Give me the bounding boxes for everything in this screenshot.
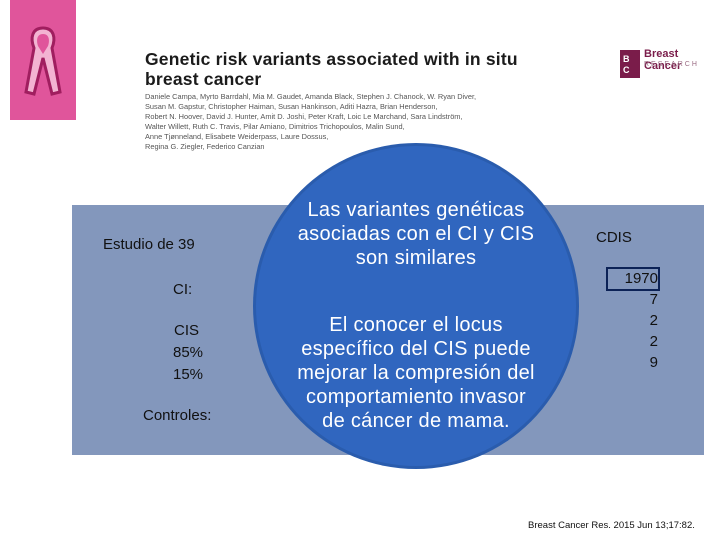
callout-body-line: mejorar la compresión del	[297, 362, 535, 384]
callout-heading-line: son similares	[355, 247, 477, 269]
pink-ribbon-icon	[24, 26, 62, 96]
value-item: 7	[649, 291, 658, 308]
author-line: Susan M. Gapstur, Christopher Haiman, Su…	[145, 102, 438, 111]
paper-title-line: Genetic risk variants associated with in…	[145, 49, 518, 69]
paper-title: Genetic risk variants associated with in…	[145, 49, 615, 89]
svg-text:B: B	[623, 54, 630, 64]
author-line: Robert N. Hoover, David J. Hunter, Amit …	[145, 112, 463, 121]
paper-title-line: breast cancer	[145, 69, 262, 89]
citation: Breast Cancer Res. 2015 Jun 13;17:82.	[528, 520, 695, 531]
cdis-label: CDIS	[596, 229, 632, 246]
cis-85-percent: 85%	[173, 344, 204, 361]
svg-text:C: C	[623, 65, 630, 75]
author-line: Daniele Campa, Myrto Barrdahl, Mia M. Ga…	[145, 92, 477, 101]
journal-name: Breast Cancer	[644, 48, 682, 72]
cis-label: CIS	[174, 322, 200, 339]
highlight-box	[606, 267, 660, 291]
callout-body-line: El conocer el locus	[329, 314, 503, 336]
author-list: Daniele Campa, Myrto Barrdahl, Mia M. Ga…	[145, 92, 625, 152]
callout-body: El conocer el locus específico del CIS p…	[266, 313, 566, 433]
right-values: 1970 7 2 2 9	[614, 268, 658, 373]
cis-15-percent: 15%	[173, 366, 204, 383]
callout-body-line: comportamiento invasor	[305, 386, 527, 408]
author-line: Anne Tjønneland, Elisabete Weiderpass, L…	[145, 132, 329, 141]
journal-mark-icon: B C	[620, 50, 640, 78]
callout-circle	[256, 146, 576, 466]
awareness-ribbon-logo	[10, 0, 76, 120]
value-item: 2	[649, 333, 658, 350]
value-item: 2	[649, 312, 658, 329]
value-item: 1970	[624, 270, 658, 287]
callout-heading-line: asociadas con el CI y CIS	[297, 223, 535, 245]
journal-logo: B C Breast Cancer RESEARCH	[620, 48, 712, 84]
author-line: Regina G. Ziegler, Federico Canzian	[145, 142, 265, 151]
ci-label: CI:	[173, 281, 193, 298]
journal-subname: RESEARCH	[644, 61, 699, 68]
callout-body-line: de cáncer de mama.	[322, 410, 510, 432]
author-line: Walter Willett, Ruth C. Travis, Pilar Am…	[145, 122, 405, 131]
callout-body-line: específico del CIS puede	[301, 338, 531, 360]
callout-heading-line: Las variantes genéticas	[307, 199, 525, 221]
callout-heading: Las variantes genéticas asociadas con el…	[266, 198, 566, 270]
value-item: 9	[649, 354, 658, 371]
controls-label: Controles:	[143, 407, 212, 424]
study-text: Estudio de 39	[103, 236, 195, 253]
